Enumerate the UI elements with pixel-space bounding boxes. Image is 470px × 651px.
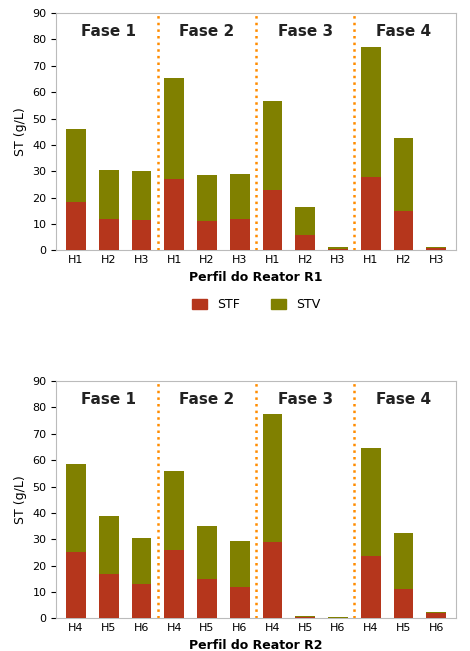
Bar xyxy=(99,219,118,251)
Bar xyxy=(328,617,348,618)
Bar xyxy=(99,516,118,574)
Text: Fase 2: Fase 2 xyxy=(180,392,235,407)
Text: Fase 3: Fase 3 xyxy=(278,392,333,407)
Bar xyxy=(296,616,315,617)
Text: Fase 1: Fase 1 xyxy=(81,392,136,407)
Bar xyxy=(296,234,315,251)
Bar xyxy=(99,170,118,219)
Y-axis label: ST (g/L): ST (g/L) xyxy=(14,475,27,524)
Bar xyxy=(361,176,381,251)
Bar xyxy=(197,175,217,221)
Bar xyxy=(164,179,184,251)
Bar xyxy=(263,542,282,618)
Bar xyxy=(328,247,348,249)
Bar xyxy=(197,221,217,251)
Bar xyxy=(263,102,282,190)
Bar xyxy=(394,589,413,618)
Bar xyxy=(230,219,250,251)
Bar xyxy=(263,190,282,251)
Text: Fase 4: Fase 4 xyxy=(376,392,431,407)
Bar xyxy=(132,171,151,220)
Bar xyxy=(361,48,381,176)
Text: Fase 3: Fase 3 xyxy=(278,23,333,38)
Bar xyxy=(66,464,86,553)
Bar xyxy=(99,574,118,618)
Bar xyxy=(426,612,446,613)
Bar xyxy=(426,247,446,248)
Bar xyxy=(66,202,86,251)
Bar xyxy=(132,584,151,618)
Bar xyxy=(426,248,446,251)
Bar xyxy=(164,550,184,618)
Bar xyxy=(263,414,282,542)
Bar xyxy=(361,449,381,557)
Bar xyxy=(164,471,184,550)
Text: Fase 4: Fase 4 xyxy=(376,23,431,38)
X-axis label: Perfil do Reator R2: Perfil do Reator R2 xyxy=(189,639,323,651)
Bar xyxy=(197,579,217,618)
Bar xyxy=(164,77,184,179)
Bar xyxy=(132,220,151,251)
Bar xyxy=(230,540,250,587)
Text: Fase 1: Fase 1 xyxy=(81,23,136,38)
Bar xyxy=(394,138,413,211)
Bar xyxy=(66,553,86,618)
Bar xyxy=(296,207,315,234)
Legend: STF, STV: STF, STV xyxy=(188,295,324,315)
Bar xyxy=(230,174,250,219)
X-axis label: Perfil do Reator R1: Perfil do Reator R1 xyxy=(189,271,323,284)
Text: Fase 2: Fase 2 xyxy=(180,23,235,38)
Y-axis label: ST (g/L): ST (g/L) xyxy=(14,107,27,156)
Bar xyxy=(230,587,250,618)
Bar xyxy=(394,211,413,251)
Bar xyxy=(394,533,413,589)
Bar xyxy=(132,538,151,584)
Bar xyxy=(361,557,381,618)
Bar xyxy=(296,617,315,618)
Bar xyxy=(426,613,446,618)
Bar xyxy=(328,249,348,251)
Bar xyxy=(66,129,86,202)
Bar xyxy=(197,526,217,579)
